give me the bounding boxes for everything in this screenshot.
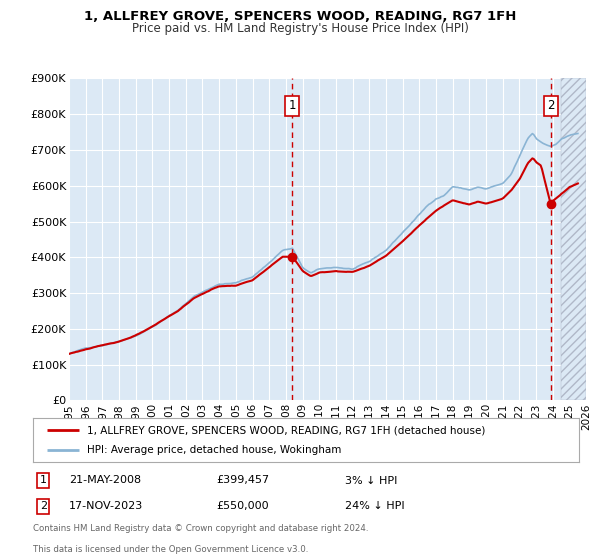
Text: 2: 2	[40, 501, 47, 511]
Text: £399,457: £399,457	[216, 475, 269, 486]
Text: This data is licensed under the Open Government Licence v3.0.: This data is licensed under the Open Gov…	[33, 545, 308, 554]
Text: Contains HM Land Registry data © Crown copyright and database right 2024.: Contains HM Land Registry data © Crown c…	[33, 524, 368, 533]
Text: 17-NOV-2023: 17-NOV-2023	[69, 501, 143, 511]
Text: 1: 1	[289, 99, 296, 112]
Text: 21-MAY-2008: 21-MAY-2008	[69, 475, 141, 486]
Text: HPI: Average price, detached house, Wokingham: HPI: Average price, detached house, Woki…	[86, 445, 341, 455]
Bar	[561, 78, 586, 400]
Text: Price paid vs. HM Land Registry's House Price Index (HPI): Price paid vs. HM Land Registry's House …	[131, 22, 469, 35]
Text: 1, ALLFREY GROVE, SPENCERS WOOD, READING, RG7 1FH: 1, ALLFREY GROVE, SPENCERS WOOD, READING…	[84, 10, 516, 22]
Text: 1: 1	[40, 475, 47, 486]
Text: 1, ALLFREY GROVE, SPENCERS WOOD, READING, RG7 1FH (detached house): 1, ALLFREY GROVE, SPENCERS WOOD, READING…	[86, 425, 485, 435]
Text: 24% ↓ HPI: 24% ↓ HPI	[345, 501, 404, 511]
Text: 3% ↓ HPI: 3% ↓ HPI	[345, 475, 397, 486]
Text: 2: 2	[547, 99, 554, 112]
Text: £550,000: £550,000	[216, 501, 269, 511]
